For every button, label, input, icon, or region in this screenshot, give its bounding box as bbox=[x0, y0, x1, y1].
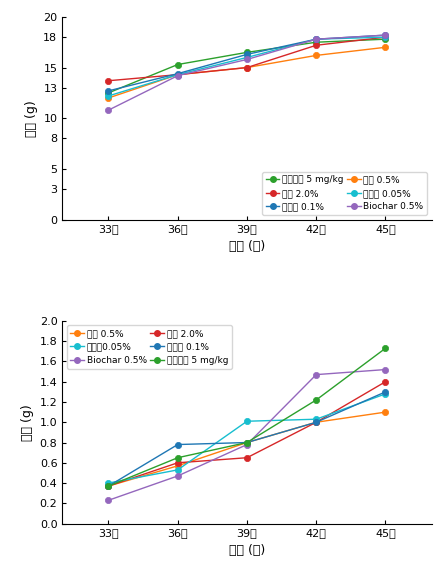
Y-axis label: 무게 (g): 무게 (g) bbox=[21, 404, 34, 441]
Y-axis label: 무게 (g): 무게 (g) bbox=[25, 100, 38, 137]
X-axis label: 시간 (일): 시간 (일) bbox=[229, 240, 265, 253]
Legend: 참숯 0.5%, 생석회0.05%, Biochar 0.5%, 참숯 2.0%, 생석회 0.1%, 흡수이행 5 mg/kg: 참숯 0.5%, 생석회0.05%, Biochar 0.5%, 참숯 2.0%… bbox=[67, 325, 232, 369]
Legend: 흡수이행 5 mg/kg, 참숯 2.0%, 생석회 0.1%, 참숯 0.5%, 생석회 0.05%, Biochar 0.5%: 흡수이행 5 mg/kg, 참숯 2.0%, 생석회 0.1%, 참숯 0.5%… bbox=[262, 172, 427, 215]
X-axis label: 시간 (일): 시간 (일) bbox=[229, 544, 265, 557]
